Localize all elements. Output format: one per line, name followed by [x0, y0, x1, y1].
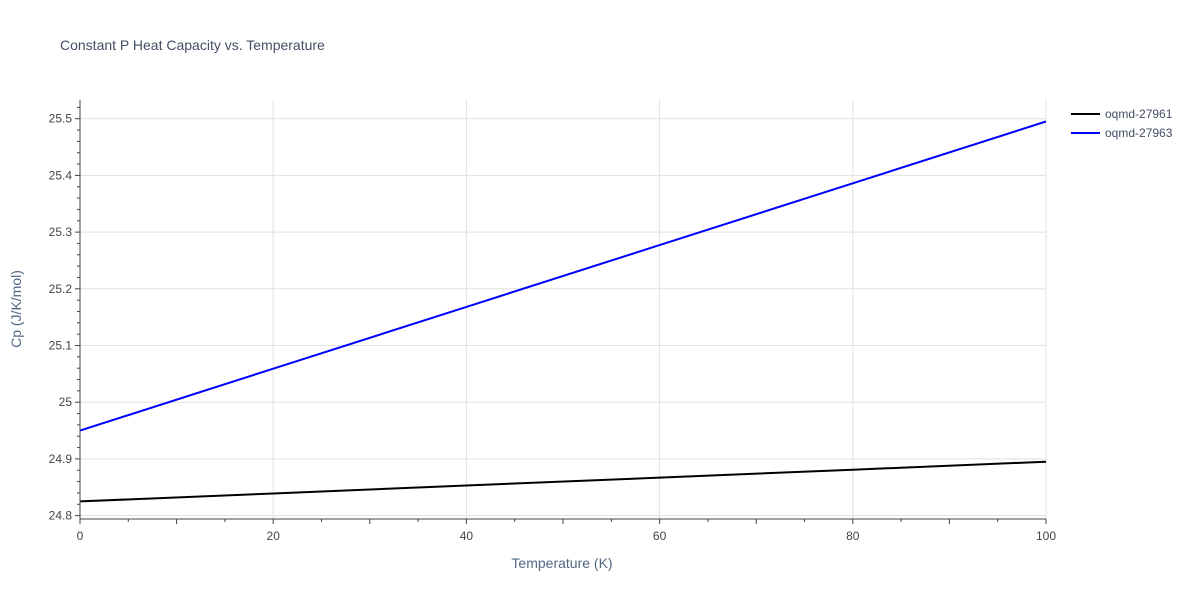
legend: oqmd-27961 oqmd-27963	[1071, 107, 1173, 140]
y-tick-label: 25.2	[49, 282, 73, 296]
x-tick-label: 60	[653, 529, 667, 543]
y-axis-title: Cp (J/K/mol)	[8, 270, 24, 348]
series-line-oqmd-27961	[79, 460, 1047, 503]
x-tick-label: 40	[460, 529, 474, 543]
x-tick-label: 80	[846, 529, 860, 543]
legend-label: oqmd-27963	[1105, 126, 1173, 140]
chart-title: Constant P Heat Capacity vs. Temperature	[60, 37, 325, 53]
y-tick-label: 24.8	[49, 509, 73, 523]
x-tick-label: 100	[1036, 529, 1056, 543]
x-axis-title: Temperature (K)	[511, 555, 612, 571]
plot-area	[79, 120, 1047, 503]
y-tick-label: 25.1	[49, 339, 73, 353]
x-tick-label: 0	[77, 529, 84, 543]
grid	[80, 100, 1047, 519]
axes: 0 20 40 60 80 100 24.8 24.9 25 25.1 25.2 25.3 25.4 25…	[49, 100, 1056, 543]
legend-label: oqmd-27961	[1105, 107, 1173, 121]
y-tick-label: 25.5	[49, 112, 73, 126]
y-tick-label: 25	[59, 395, 73, 409]
y-tick-label: 25.3	[49, 225, 73, 239]
x-tick-label: 20	[267, 529, 281, 543]
y-tick-label: 24.9	[49, 452, 73, 466]
series-line-oqmd-27963	[79, 120, 1047, 432]
y-tick-label: 25.4	[49, 168, 73, 182]
